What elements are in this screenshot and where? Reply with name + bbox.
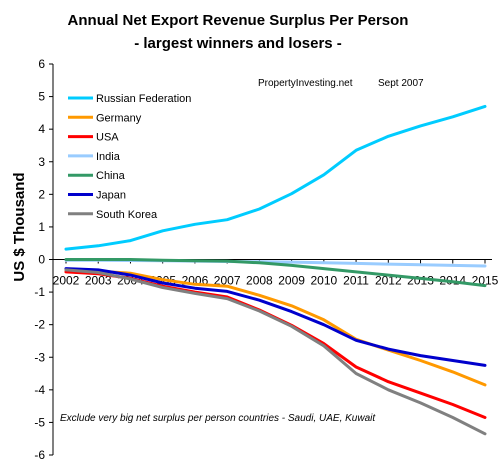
legend-label: South Korea bbox=[96, 209, 158, 221]
legend: Russian Federation Germany USA India China Ja… bbox=[68, 93, 191, 221]
y-tick-label: -4 bbox=[34, 383, 45, 397]
y-tick-label: -6 bbox=[34, 448, 45, 462]
y-tick-label: -1 bbox=[34, 285, 45, 299]
y-tick-label: -3 bbox=[34, 350, 45, 364]
series-line-china bbox=[64, 258, 487, 288]
y-axis-label: US $ Thousand bbox=[11, 172, 28, 281]
x-tick-label: 2008 bbox=[246, 274, 273, 288]
y-tick-label: 6 bbox=[38, 57, 45, 71]
x-tick-label: 2009 bbox=[278, 274, 305, 288]
series-line-usa bbox=[64, 270, 487, 419]
legend-label: Russian Federation bbox=[96, 93, 191, 105]
y-tick-label: 1 bbox=[38, 220, 45, 234]
legend-label: USA bbox=[96, 132, 119, 144]
legend-label: India bbox=[96, 151, 121, 163]
source-note: PropertyInvesting.net bbox=[258, 78, 353, 89]
x-tick-label: 2003 bbox=[85, 274, 112, 288]
chart-title: Annual Net Export Revenue Surplus Per Pe… bbox=[68, 12, 409, 29]
x-tick-label: 2010 bbox=[310, 274, 337, 288]
footnote: Exclude very big net surplus per person … bbox=[60, 413, 376, 424]
y-tick-label: -2 bbox=[34, 318, 45, 332]
series-line-russian-federation bbox=[64, 104, 487, 251]
date-note: Sept 2007 bbox=[378, 78, 424, 89]
y-tick-label: 4 bbox=[38, 122, 45, 136]
chart-subtitle: - largest winners and losers - bbox=[134, 35, 342, 52]
x-tick-label: 2011 bbox=[343, 274, 369, 288]
y-tick-label: 5 bbox=[38, 90, 45, 104]
y-tick-label: 3 bbox=[38, 155, 45, 169]
legend-label: Japan bbox=[96, 190, 126, 202]
legend-label: Germany bbox=[96, 112, 142, 124]
series-line-japan bbox=[64, 267, 487, 367]
y-tick-label: 2 bbox=[38, 187, 45, 201]
y-tick-label: -5 bbox=[34, 415, 45, 429]
x-tick-label: 2007 bbox=[214, 274, 241, 288]
legend-label: China bbox=[96, 170, 126, 182]
x-tick-label: 2002 bbox=[53, 274, 80, 288]
y-tick-label: 0 bbox=[38, 253, 45, 267]
series-line-germany bbox=[64, 268, 487, 387]
series-line-south-korea bbox=[64, 268, 487, 436]
